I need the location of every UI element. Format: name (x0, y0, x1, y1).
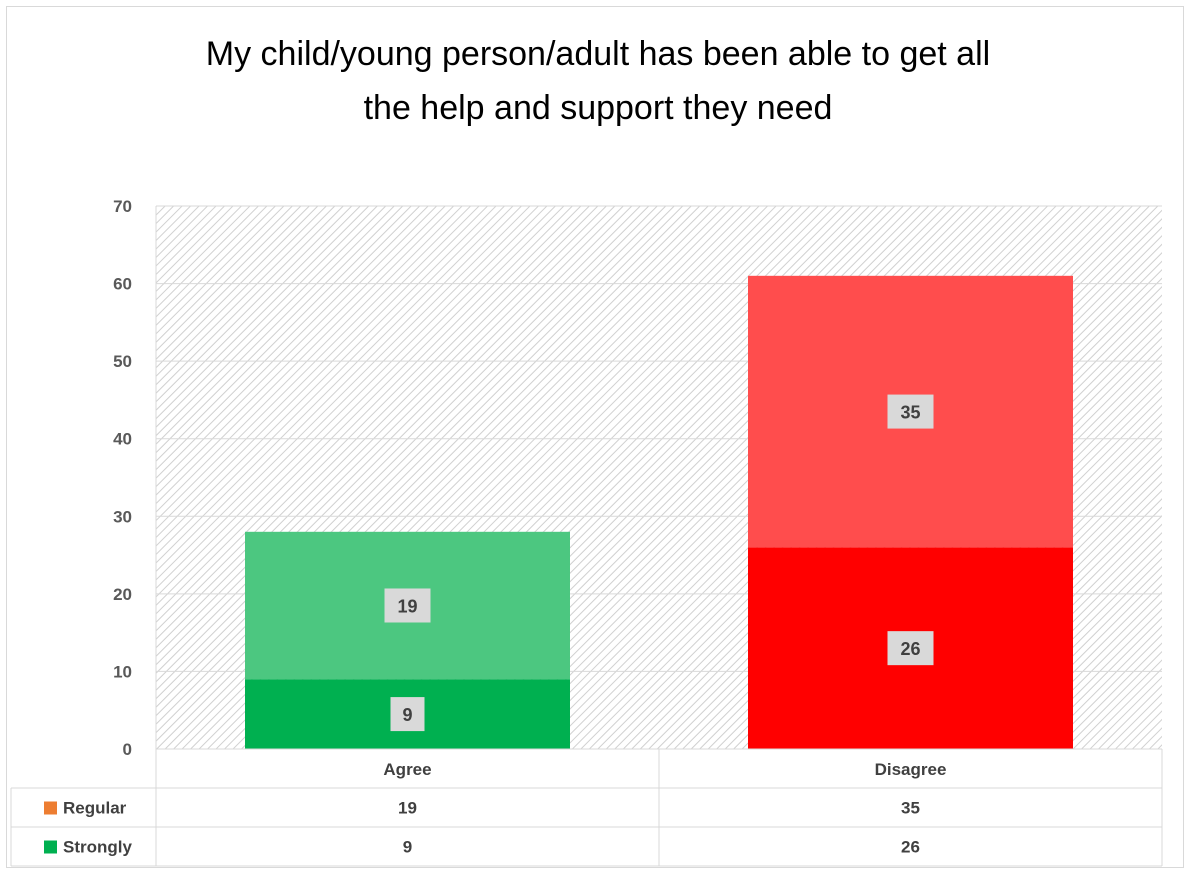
data-labels: 9 19 26 35 (384, 394, 934, 732)
data-label: 35 (900, 403, 920, 423)
chart-frame: My child/young person/adult has been abl… (6, 6, 1184, 868)
data-label-box (390, 697, 425, 732)
y-tick-label: 70 (113, 197, 132, 216)
legend-key-strongly (44, 840, 57, 854)
data-table: Agree Disagree Regular 19 35 Strongly 9 26 (10, 206, 1163, 867)
legend-label: Regular (63, 799, 127, 818)
table-cell: 9 (403, 838, 412, 857)
chart-title-line-2: the help and support they need (364, 89, 833, 127)
chart-title-line-1: My child/young person/adult has been abl… (206, 35, 990, 73)
x-category-label: Disagree (875, 760, 947, 779)
legend-label: Strongly (63, 838, 132, 857)
chart-title: My child/young person/adult has been abl… (206, 35, 990, 127)
y-tick-label: 20 (113, 585, 132, 604)
y-tick-label: 30 (113, 507, 132, 526)
table-cell: 35 (901, 799, 920, 818)
y-tick-label: 60 (113, 275, 132, 294)
table-cell: 19 (398, 799, 417, 818)
chart-svg: My child/young person/adult has been abl… (10, 35, 1163, 867)
data-label-box (887, 394, 934, 429)
y-tick-label: 0 (123, 740, 132, 759)
y-tick-label: 40 (113, 430, 132, 449)
table-cell: 26 (901, 838, 920, 857)
legend-key-regular (44, 801, 57, 815)
y-tick-label: 50 (113, 352, 132, 371)
y-tick-label: 10 (113, 662, 132, 681)
data-label: 26 (900, 639, 920, 659)
data-label: 19 (397, 596, 417, 616)
data-label-box (384, 588, 431, 623)
data-label: 9 (402, 705, 412, 725)
y-axis-tick-labels: 0 10 20 30 40 50 60 70 (113, 197, 132, 759)
data-label-box (887, 631, 934, 666)
x-category-label: Agree (383, 760, 431, 779)
